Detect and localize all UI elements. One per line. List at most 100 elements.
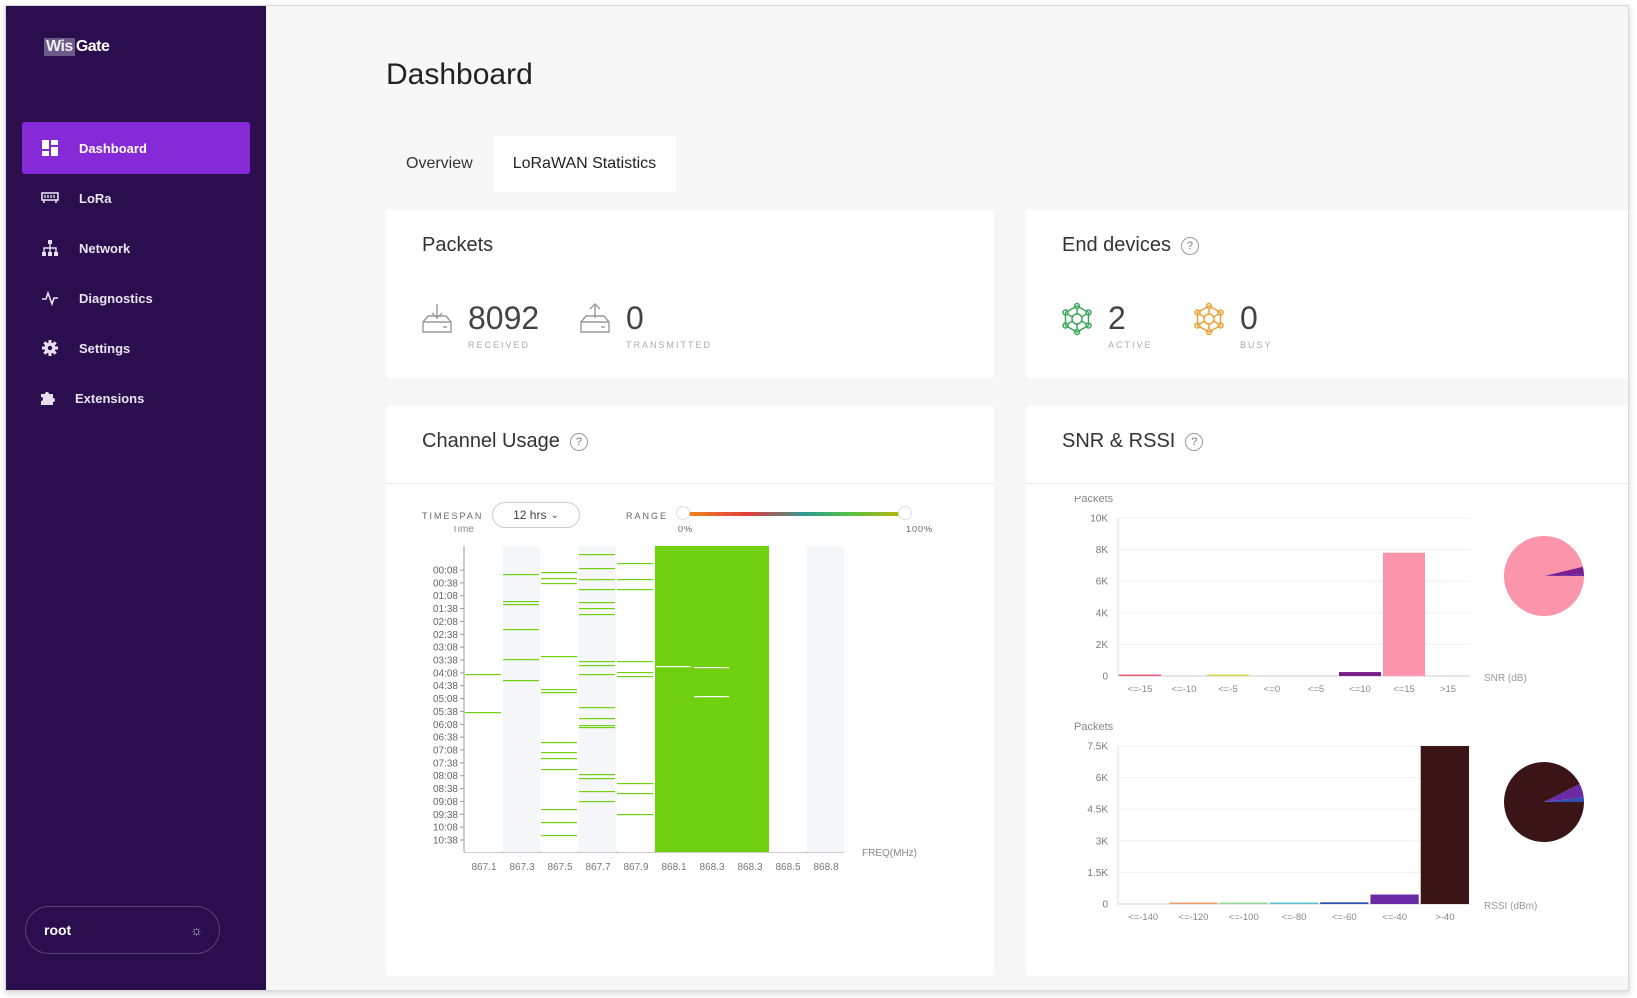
timespan-label: TIMESPAN [422, 511, 484, 521]
range-max-handle[interactable] [898, 506, 912, 520]
sidebar-item-settings[interactable]: Settings [22, 322, 250, 374]
y-tick-label: 7.5K [1087, 742, 1108, 753]
x-tick-label: <=-100 [1229, 912, 1259, 923]
y-tick-label: 01:38 [433, 604, 458, 615]
channel-usage-line [541, 758, 577, 760]
range-slider[interactable] [676, 506, 912, 520]
sun-icon[interactable]: ☼ [190, 922, 203, 938]
channel-usage-line [503, 574, 539, 576]
channel-usage-line [617, 814, 653, 816]
x-axis-title: SNR (dB) [1484, 673, 1527, 684]
range-min-handle[interactable] [676, 506, 690, 520]
divider [1026, 483, 1628, 484]
channel-usage-line [503, 680, 539, 682]
channel-usage-line [617, 672, 653, 674]
bar [1420, 746, 1469, 904]
y-tick-label: 07:38 [433, 758, 458, 769]
help-icon[interactable]: ? [569, 432, 588, 451]
help-icon[interactable]: ? [1180, 236, 1199, 255]
x-tick-label: 867.5 [547, 862, 572, 873]
pie-slice [1544, 574, 1584, 576]
channel-usage-line [579, 801, 615, 803]
y-tick-label: 10:08 [433, 823, 458, 834]
download-icon [422, 304, 452, 333]
pie-slice [1544, 784, 1584, 802]
logo: Wis Gate [44, 36, 110, 58]
user-menu[interactable]: root ☼ [25, 906, 220, 954]
y-axis-title: Packets [1074, 496, 1114, 505]
channel-usage-line [617, 793, 653, 795]
channel-usage-line [579, 725, 615, 727]
channel-usage-line [617, 589, 653, 591]
y-tick-label: 07:08 [433, 746, 458, 757]
divider [386, 483, 994, 484]
time-axis-label: Time [452, 526, 474, 535]
channel-usage-line [541, 835, 577, 837]
received-label: RECEIVED [468, 340, 531, 350]
pie-slice [1504, 535, 1584, 616]
channel-usage-line [465, 674, 501, 676]
active-devices-icon [1062, 302, 1092, 336]
y-tick-label: 04:38 [433, 681, 458, 692]
channel-usage-card: Channel Usage ? TIMESPAN 12 hrs ⌄ RANGE … [386, 406, 994, 976]
snr-rssi-title: SNR & RSSI ? [1062, 430, 1204, 453]
bar [1169, 902, 1218, 904]
sidebar-item-label: Dashboard [79, 140, 147, 156]
sidebar-item-label: Diagnostics [79, 290, 153, 306]
puzzle-icon [38, 388, 58, 408]
y-tick-label: 0 [1102, 672, 1108, 683]
x-tick-label: 868.3 [699, 862, 724, 873]
bar [1269, 902, 1319, 904]
busy-label: BUSY [1240, 340, 1273, 350]
channel-usage-line [541, 656, 577, 658]
x-tick-label: 868.5 [775, 862, 800, 873]
channel-usage-line [579, 718, 615, 720]
channel-usage-line [503, 601, 539, 603]
freq-axis-label: FREQ(MHz) [862, 848, 917, 859]
packets-title: Packets [422, 234, 494, 256]
received-stat: 8092 RECEIVED [420, 300, 539, 350]
range-min-label: 0% [678, 526, 693, 534]
channel-usage-line [465, 712, 501, 714]
sidebar-item-network[interactable]: Network [22, 222, 250, 274]
tab-bar: Overview LoRaWAN Statistics [386, 136, 677, 192]
channel-column-bg [579, 546, 616, 852]
sidebar-item-dashboard[interactable]: Dashboard [22, 122, 250, 174]
busy-devices-stat: 0 BUSY [1192, 300, 1273, 350]
y-tick-label: 3K [1096, 836, 1109, 847]
end-devices-title: End devices ? [1062, 234, 1199, 257]
channel-usage-line [579, 661, 615, 663]
timespan-select[interactable]: 12 hrs ⌄ [492, 502, 580, 528]
x-tick-label: <=-140 [1128, 912, 1158, 923]
x-tick-label: >-40 [1435, 912, 1454, 923]
bar [1339, 672, 1381, 676]
transmitted-value: 0 [626, 300, 644, 336]
channel-usage-line [541, 572, 577, 574]
help-icon[interactable]: ? [1185, 432, 1204, 451]
y-tick-label: 06:38 [433, 733, 458, 744]
sidebar: Wis Gate Dashboard LoRa Network Diagn [6, 6, 266, 990]
x-tick-label: <=5 [1308, 684, 1324, 695]
sidebar-item-label: LoRa [79, 190, 112, 206]
range-max-label: 100% [906, 526, 933, 534]
active-devices-stat: 2 ACTIVE [1060, 300, 1153, 350]
diagnostics-icon [40, 288, 60, 308]
channel-usage-line [579, 674, 615, 676]
sidebar-item-diagnostics[interactable]: Diagnostics [22, 272, 250, 324]
sidebar-item-extensions[interactable]: Extensions [22, 372, 250, 424]
channel-column-bg [769, 546, 806, 852]
chevron-down-icon: ⌄ [550, 509, 559, 521]
channel-gap-line [656, 666, 691, 668]
username: root [44, 922, 72, 938]
tab-overview[interactable]: Overview [406, 155, 473, 172]
tab-lorawan-statistics[interactable]: LoRaWAN Statistics [492, 136, 677, 192]
x-tick-label: 867.1 [471, 862, 496, 873]
received-value: 8092 [468, 300, 540, 336]
sidebar-item-label: Settings [79, 340, 131, 356]
channel-usage-line [541, 752, 577, 754]
upload-icon [580, 303, 610, 333]
channel-usage-line [579, 554, 615, 556]
x-tick-label: <=0 [1264, 684, 1280, 695]
sidebar-item-lora[interactable]: LoRa [22, 172, 250, 224]
bar [1119, 674, 1161, 676]
